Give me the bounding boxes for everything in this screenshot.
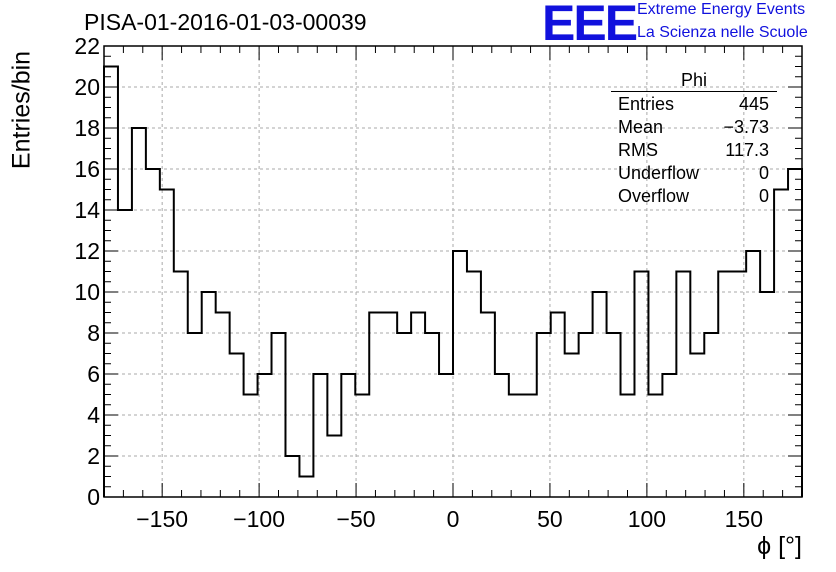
x-tick-label: 150 <box>725 506 763 532</box>
x-tick-label: −150 <box>136 506 188 532</box>
axes <box>103 45 803 498</box>
eee-logo: EEE <box>542 0 638 51</box>
x-tick-label: −50 <box>337 506 376 532</box>
y-tick-label: 22 <box>74 33 100 59</box>
x-tick-label: 50 <box>537 506 563 532</box>
stats-label: Overflow <box>618 186 690 206</box>
stats-row-mean: Mean −3.73 <box>611 116 777 139</box>
tick-labels: −150 −100 −50 0 50 100 150 0 2 4 6 8 10 12 14 16 18 20 22 <box>74 33 763 532</box>
logo-text-line1: Extreme Energy Events <box>637 1 806 18</box>
stats-value: 0 <box>758 163 769 183</box>
y-tick-label: 14 <box>74 197 100 223</box>
logo-text-line2: La Scienza nelle Scuole <box>637 24 808 41</box>
stats-row-underflow: Underflow 0 <box>611 162 777 185</box>
y-tick-label: 12 <box>74 238 100 264</box>
y-tick-label: 8 <box>87 320 100 346</box>
y-tick-label: 18 <box>74 115 100 141</box>
y-tick-label: 10 <box>74 279 100 305</box>
y-tick-label: 16 <box>74 156 100 182</box>
stats-row-overflow: Overflow 0 <box>611 185 777 208</box>
x-tick-label: 100 <box>628 506 666 532</box>
stats-value: −3.73 <box>723 117 769 137</box>
histogram-line <box>103 65 803 497</box>
y-axis-label: Entries/bin <box>7 50 36 170</box>
stats-title: Phi <box>611 70 777 92</box>
stats-label: RMS <box>618 140 658 160</box>
x-tick-label: 0 <box>447 506 460 532</box>
stats-value: 117.3 <box>725 140 769 160</box>
stats-label: Underflow <box>618 163 700 183</box>
y-tick-label: 0 <box>87 484 100 510</box>
histogram-title: PISA-01-2016-01-03-00039 <box>84 9 367 35</box>
x-axis-label: ϕ [°] <box>757 532 802 560</box>
stats-label: Entries <box>618 94 675 114</box>
x-tick-label: −100 <box>233 506 285 532</box>
stats-row-rms: RMS 117.3 <box>611 139 777 162</box>
stats-box: Phi Entries 445 Mean −3.73 RMS 117.3 Und… <box>611 70 777 208</box>
stats-value: 445 <box>738 94 769 114</box>
y-tick-label: 4 <box>87 402 100 428</box>
stats-row-entries: Entries 445 <box>611 93 777 116</box>
y-tick-label: 2 <box>87 443 100 469</box>
stats-value: 0 <box>758 186 769 206</box>
stats-label: Mean <box>618 117 664 137</box>
y-tick-label: 6 <box>87 361 100 387</box>
y-tick-label: 20 <box>74 74 100 100</box>
